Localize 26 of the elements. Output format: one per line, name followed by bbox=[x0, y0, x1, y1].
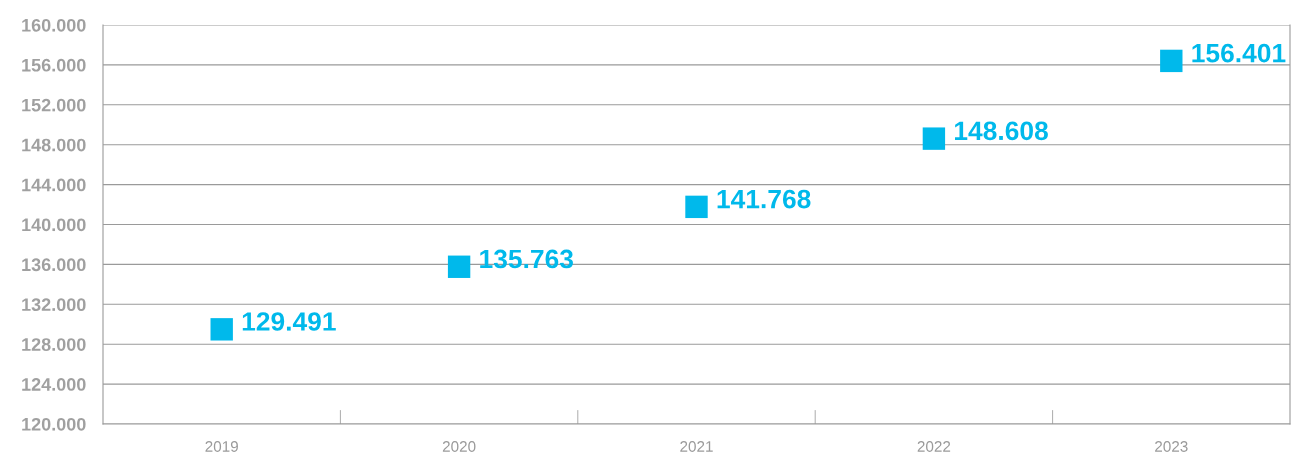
data-label: 141.768 bbox=[717, 189, 811, 209]
point bbox=[685, 195, 708, 219]
point bbox=[1160, 49, 1183, 73]
y-tick-label: 124.000 bbox=[22, 378, 86, 391]
x-tick-label: 2022 bbox=[917, 441, 951, 452]
data-label: 148.608 bbox=[955, 121, 1048, 141]
x-tick-label: 2020 bbox=[442, 441, 476, 452]
x-tick-label: 2021 bbox=[680, 441, 713, 452]
point bbox=[210, 318, 233, 341]
y-tick-label: 160.000 bbox=[22, 18, 86, 32]
data-label: 156.401 bbox=[1192, 43, 1286, 63]
y-tick-label: 144.000 bbox=[22, 178, 86, 192]
y-tick-label: 132.000 bbox=[22, 298, 86, 312]
x-tick-label: 2019 bbox=[205, 441, 238, 452]
y-tick-label: 156.000 bbox=[22, 58, 86, 72]
data-label: 135.763 bbox=[480, 249, 573, 269]
point bbox=[922, 127, 946, 150]
y-tick-label: 120.000 bbox=[22, 417, 86, 431]
y-tick-label: 148.000 bbox=[22, 138, 86, 152]
y-tick-label: 128.000 bbox=[22, 338, 86, 351]
y-tick-label: 152.000 bbox=[22, 98, 86, 112]
point bbox=[447, 255, 471, 278]
y-tick-label: 136.000 bbox=[22, 258, 86, 272]
x-tick-label: 2023 bbox=[1155, 441, 1188, 452]
y-tick-label: 140.000 bbox=[22, 218, 86, 232]
data-label: 129.491 bbox=[242, 312, 336, 331]
